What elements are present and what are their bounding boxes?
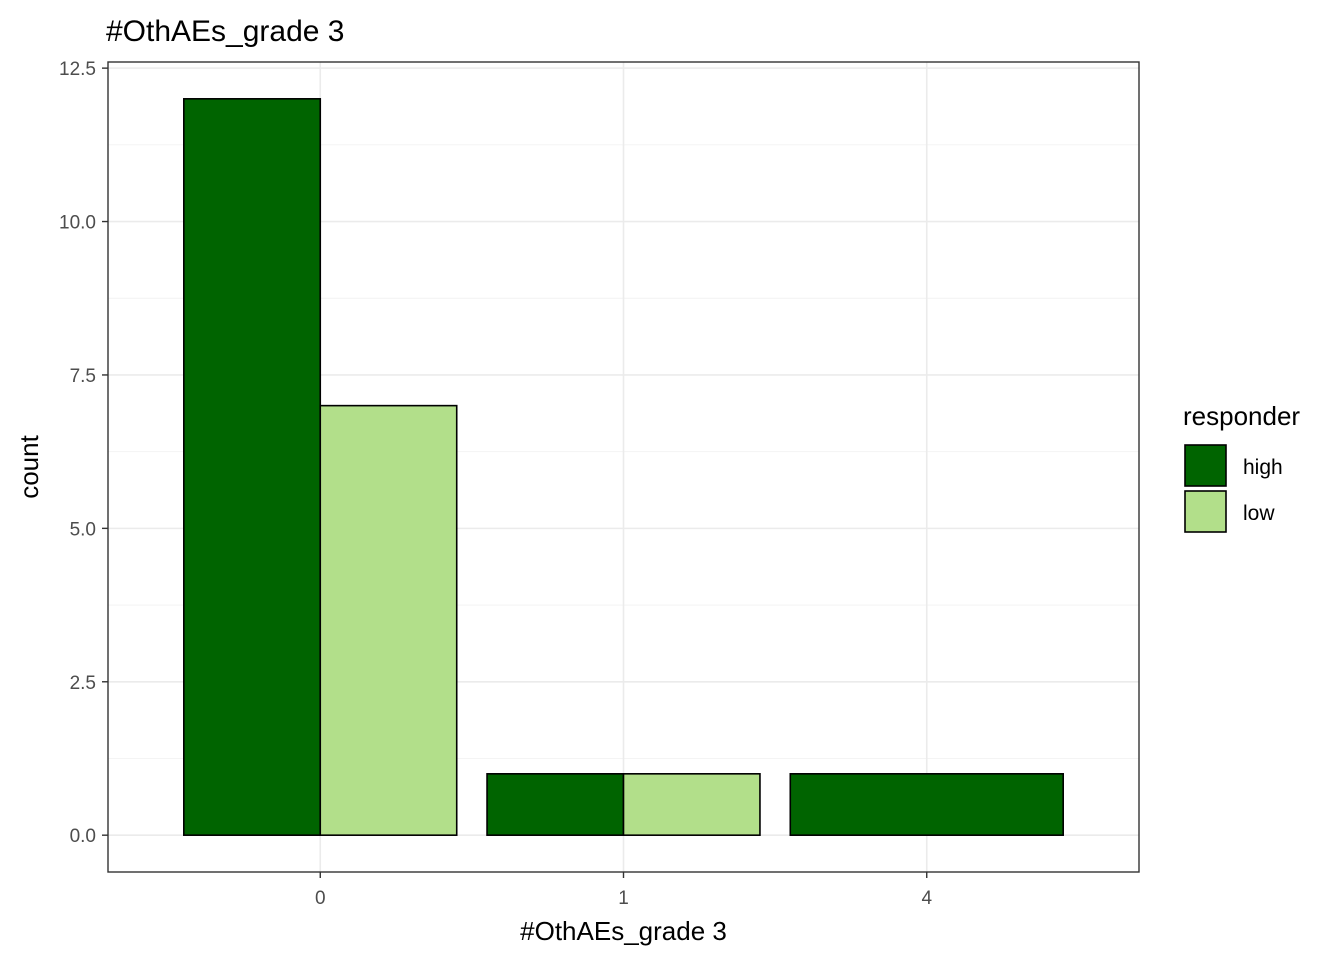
bar-high-4 [789,773,1064,836]
axis-ticks: 0.0 2.5 5.0 7.5 10.0 12.5 0 1 4 [59,59,932,909]
y-tick-label: 10.0 [59,213,96,234]
legend-title: responder [1183,401,1300,431]
y-axis-title: count [14,434,44,498]
legend: responder high low [1183,401,1300,533]
bar-low-1 [622,773,761,836]
legend-label-high: high [1243,456,1283,479]
chart-title: #OthAEs_grade 3 [106,15,345,48]
bars [183,98,1064,836]
bar-high-1 [486,773,625,836]
y-tick-label: 0.0 [70,826,96,847]
x-tick-label: 4 [921,888,932,909]
legend-key-low [1184,490,1227,533]
legend-label-low: low [1243,502,1275,525]
legend-items: high low [1184,444,1283,533]
legend-key-high [1184,444,1227,487]
bar-low-0 [319,404,458,836]
y-tick-label: 5.0 [70,519,96,540]
x-tick-label: 0 [315,888,326,909]
x-axis-title: #OthAEs_grade 3 [520,916,727,946]
y-tick-label: 7.5 [70,366,96,387]
bar-high-0 [183,98,322,836]
y-tick-label: 2.5 [70,673,96,694]
y-tick-label: 12.5 [59,59,96,80]
x-tick-label: 1 [618,888,629,909]
